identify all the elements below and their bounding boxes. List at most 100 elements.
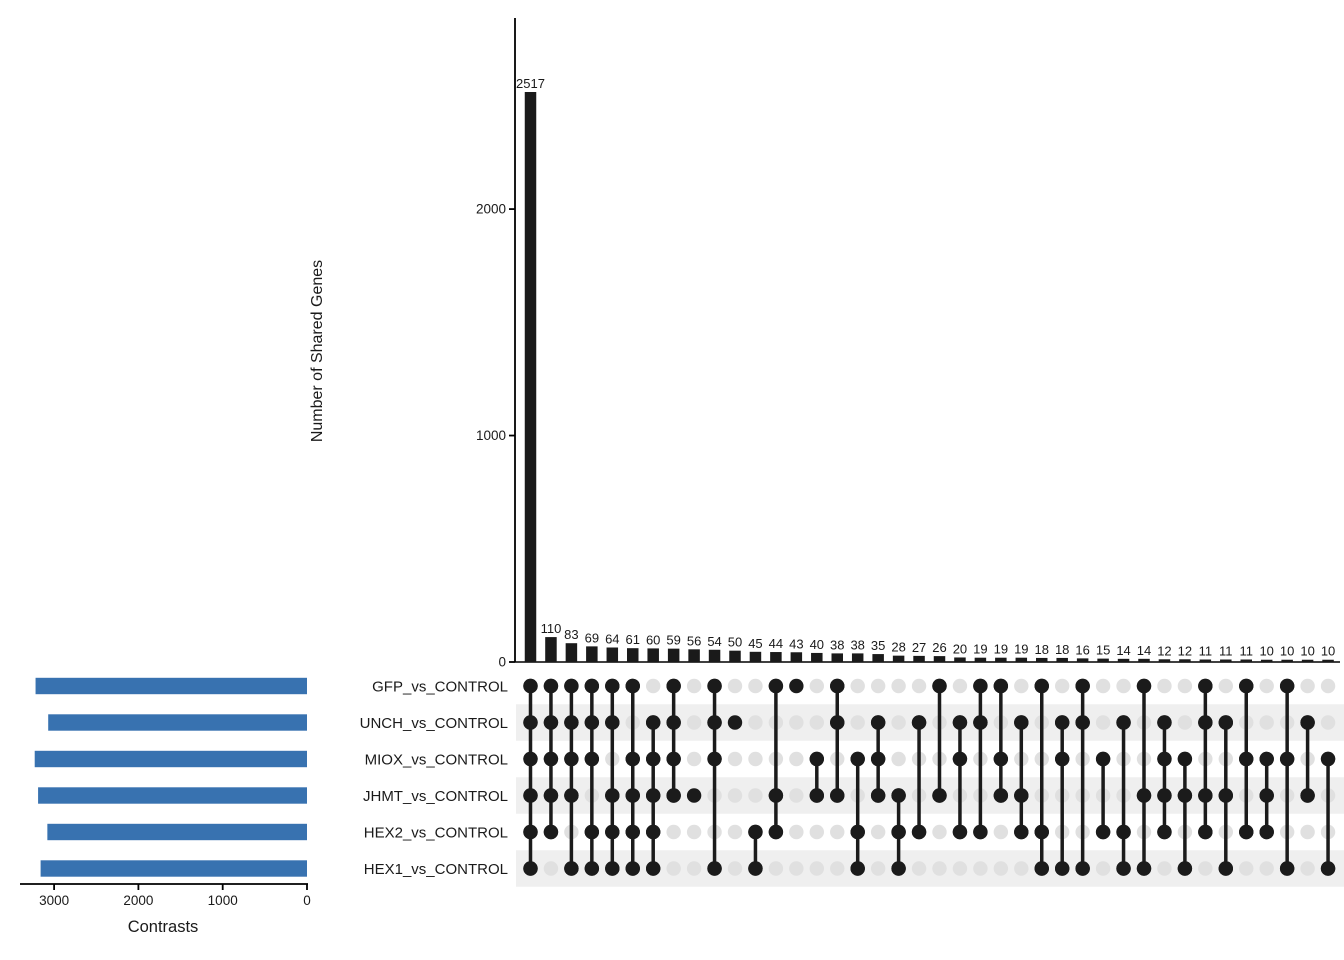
- matrix-dot-filled: [1055, 715, 1070, 730]
- matrix-dot-filled: [1198, 788, 1213, 803]
- intersection-bar: [1281, 659, 1293, 662]
- matrix-dot-filled: [952, 715, 968, 730]
- matrix-dot-filled: [1177, 788, 1193, 803]
- set-size-bar: [48, 714, 307, 731]
- set-axis-tick-label: 2000: [123, 893, 153, 908]
- intersection-bar: [627, 648, 639, 662]
- matrix-dot-filled: [952, 824, 968, 840]
- intersection-bar-value: 20: [953, 641, 967, 656]
- matrix-dot-empty: [666, 861, 681, 876]
- matrix-dot-filled: [1034, 678, 1049, 694]
- intersection-bar-value: 26: [932, 640, 946, 655]
- matrix-dot-empty: [748, 715, 763, 730]
- matrix-dot-empty: [686, 861, 702, 876]
- intersection-bar-value: 10: [1300, 644, 1314, 659]
- set-axis-tick-label: 1000: [208, 893, 238, 908]
- matrix-dot-filled: [850, 861, 865, 876]
- matrix-dot-filled: [932, 788, 947, 803]
- intersection-bar: [770, 652, 782, 662]
- intersection-bar: [1322, 659, 1334, 662]
- set-label: UNCH_vs_CONTROL: [360, 715, 508, 732]
- intersection-bar-value: 11: [1199, 644, 1213, 659]
- intersection-bar-value: 44: [769, 636, 783, 651]
- intersection-bar: [1220, 659, 1232, 662]
- matrix-dot-filled: [543, 678, 559, 694]
- matrix-dot-empty: [727, 751, 743, 767]
- matrix-dot-filled: [1157, 788, 1172, 803]
- matrix-dot-filled: [768, 788, 784, 803]
- intersection-bar: [913, 655, 925, 662]
- matrix-dot-empty: [727, 824, 743, 840]
- intersection-bar: [1260, 659, 1273, 662]
- matrix-dot-filled: [564, 861, 579, 876]
- matrix-dot-filled: [564, 715, 579, 730]
- x-axis-title: Contrasts: [127, 918, 199, 936]
- matrix-dot-filled: [1218, 715, 1234, 730]
- matrix-dot-filled: [870, 751, 886, 767]
- matrix-dot-empty: [1259, 678, 1274, 694]
- matrix-dot-empty: [686, 678, 702, 694]
- intersection-bar: [974, 657, 987, 662]
- matrix-dot-empty: [993, 861, 1009, 876]
- matrix-dot-empty: [1177, 715, 1193, 730]
- matrix-dot-filled: [625, 751, 640, 767]
- matrix-dot-filled: [1075, 861, 1090, 876]
- set-size-bar: [35, 677, 307, 695]
- matrix-dot-filled: [932, 678, 947, 694]
- matrix-dot-empty: [686, 715, 702, 730]
- matrix-dot-empty: [809, 678, 824, 694]
- intersection-bar: [851, 653, 864, 662]
- intersection-bar: [1158, 659, 1171, 662]
- y-axis-title: Number of Shared Genes: [309, 259, 326, 443]
- matrix-dot-filled: [543, 751, 559, 767]
- intersection-bar: [1138, 658, 1150, 662]
- matrix-dot-filled: [870, 715, 886, 730]
- intersection-bar-value: 69: [585, 630, 599, 645]
- intersection-bar-value: 45: [748, 636, 762, 651]
- matrix-dot-filled: [1320, 751, 1336, 767]
- matrix-dot-empty: [952, 678, 968, 694]
- intersection-bar-value: 19: [973, 642, 987, 657]
- matrix-dot-filled: [1259, 788, 1274, 803]
- intersection-bar-value: 28: [891, 640, 905, 655]
- matrix-dot-empty: [789, 861, 804, 876]
- matrix-dot-filled: [1055, 751, 1070, 767]
- matrix-dot-filled: [993, 788, 1009, 803]
- matrix-dot-empty: [1259, 861, 1274, 876]
- matrix-dot-filled: [1239, 678, 1254, 694]
- set-label: HEX1_vs_CONTROL: [364, 861, 508, 878]
- matrix-dot-filled: [1075, 678, 1090, 694]
- matrix-dot-filled: [1116, 715, 1131, 730]
- matrix-dot-filled: [973, 715, 988, 730]
- matrix-dot-filled: [707, 751, 722, 767]
- matrix-dot-filled: [911, 715, 927, 730]
- matrix-dot-empty: [666, 824, 681, 840]
- matrix-dot-filled: [523, 678, 538, 694]
- matrix-dot-empty: [911, 861, 927, 876]
- matrix-dot-filled: [1300, 715, 1315, 730]
- matrix-dot-empty: [1177, 678, 1193, 694]
- matrix-dot-filled: [584, 751, 600, 767]
- intersection-bar: [954, 657, 966, 662]
- matrix-dot-filled: [1014, 715, 1029, 730]
- matrix-dot-filled: [1198, 824, 1213, 840]
- matrix-dot-filled: [1136, 861, 1152, 876]
- matrix-dot-filled: [646, 751, 661, 767]
- matrix-dot-filled: [523, 751, 538, 767]
- intersection-bar-value: 10: [1280, 644, 1294, 659]
- matrix-dot-filled: [1136, 788, 1152, 803]
- matrix-dot-filled: [605, 788, 620, 803]
- intersection-bar-value: 11: [1240, 644, 1254, 659]
- intersection-bar-value: 110: [541, 621, 562, 636]
- matrix-dot-filled: [1198, 715, 1213, 730]
- intersection-bar: [545, 637, 557, 662]
- intersection-bar-value: 56: [687, 633, 701, 648]
- matrix-dot-filled: [707, 678, 722, 694]
- matrix-dot-filled: [584, 824, 600, 840]
- matrix-dot-empty: [973, 861, 988, 876]
- matrix-dot-empty: [932, 824, 947, 840]
- intersection-bar: [1301, 659, 1314, 662]
- intersection-bar-value: 14: [1116, 643, 1130, 658]
- intersection-bar: [790, 652, 803, 662]
- intersection-bar: [667, 648, 680, 662]
